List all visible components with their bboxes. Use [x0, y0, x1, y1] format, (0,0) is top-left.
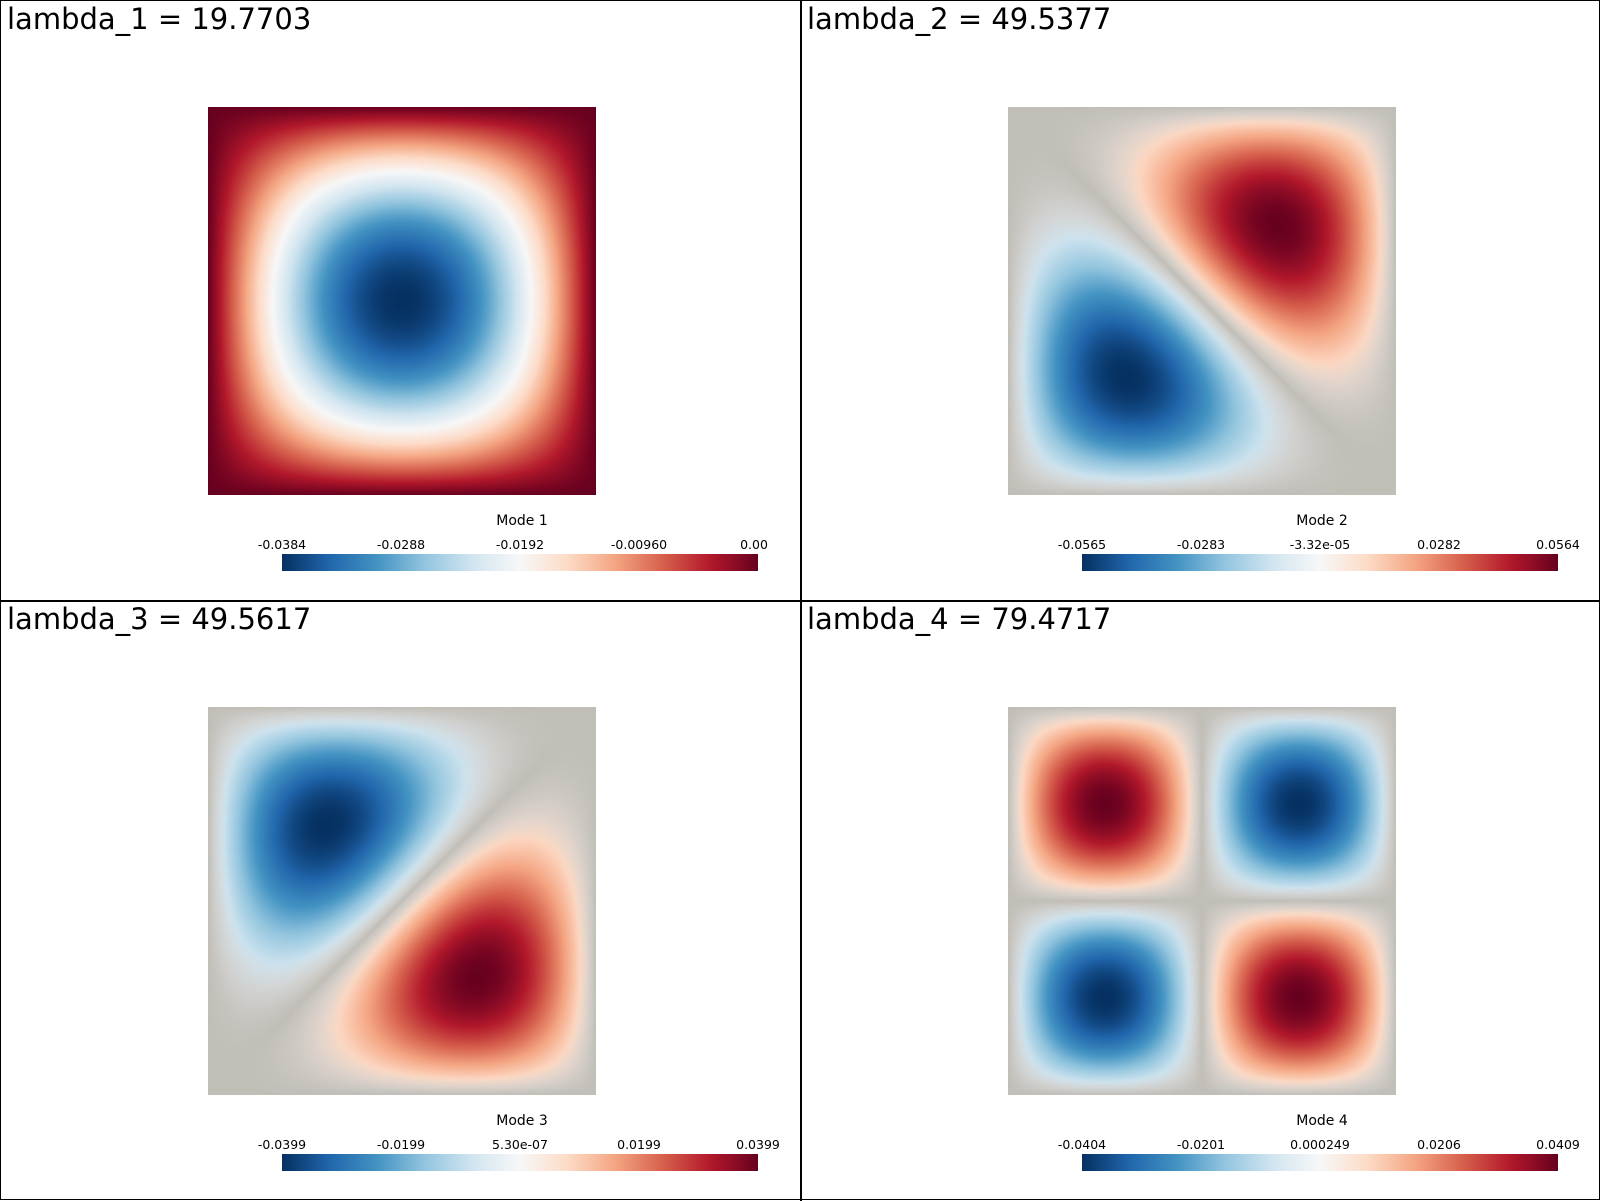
- colorbar: [1082, 1154, 1558, 1171]
- colorbar: [1082, 554, 1558, 571]
- horizontal-divider: [1, 600, 1600, 602]
- panel-mode-3: lambda_3 = 49.5617 Mode 3 -0.0399 -0.019…: [2, 602, 800, 1200]
- colorbar-tick-label: -0.0192: [495, 537, 545, 552]
- panel-mode-2: lambda_2 = 49.5377 Mode 2 -0.0565 -0.028…: [802, 2, 1600, 600]
- colorbar-tick-label: 0.00: [740, 537, 768, 552]
- legend-title: Mode 2: [1296, 513, 1348, 529]
- colorbar-tick-label: 0.000249: [1290, 1137, 1350, 1152]
- panel-title: lambda_1 = 19.7703: [7, 2, 312, 36]
- colorbar: [282, 1154, 758, 1171]
- mode-1-heatmap: [208, 107, 596, 495]
- panel-mode-4: lambda_4 = 79.4717 Mode 4 -0.0404 -0.020…: [802, 602, 1600, 1200]
- mode-4-heatmap: [1008, 707, 1396, 1095]
- panel-title: lambda_2 = 49.5377: [807, 2, 1112, 36]
- colorbar-tick-label: -0.0399: [257, 1137, 307, 1152]
- colorbar-tick-label: -0.0384: [257, 537, 307, 552]
- legend-title: Mode 3: [496, 1113, 548, 1129]
- panel-title: lambda_3 = 49.5617: [7, 602, 312, 636]
- colorbar-tick-label: 0.0409: [1536, 1137, 1580, 1152]
- legend-title: Mode 1: [496, 513, 548, 529]
- colorbar-tick-label: 0.0564: [1536, 537, 1580, 552]
- panel-title: lambda_4 = 79.4717: [807, 602, 1112, 636]
- colorbar-tick-label: -3.32e-05: [1289, 537, 1351, 552]
- mode-2-heatmap: [1008, 107, 1396, 495]
- colorbar-tick-label: -0.0404: [1057, 1137, 1107, 1152]
- colorbar-tick-label: -0.0288: [376, 537, 426, 552]
- legend-title: Mode 4: [1296, 1113, 1348, 1129]
- mode-3-heatmap: [208, 707, 596, 1095]
- colorbar-tick-label: 0.0199: [617, 1137, 661, 1152]
- colorbar-tick-label: -0.0199: [376, 1137, 426, 1152]
- colorbar-tick-label: 5.30e-07: [492, 1137, 548, 1152]
- colorbar: [282, 554, 758, 571]
- colorbar-tick-label: 0.0399: [736, 1137, 780, 1152]
- colorbar-tick-label: -0.0283: [1176, 537, 1226, 552]
- colorbar-tick-label: 0.0282: [1417, 537, 1461, 552]
- colorbar-tick-label: -0.0565: [1057, 537, 1107, 552]
- colorbar-tick-label: 0.0206: [1417, 1137, 1461, 1152]
- panel-mode-1: lambda_1 = 19.7703 Mode 1 -0.0384 -0.028…: [2, 2, 800, 600]
- colorbar-tick-label: -0.0201: [1176, 1137, 1226, 1152]
- colorbar-tick-label: -0.00960: [610, 537, 668, 552]
